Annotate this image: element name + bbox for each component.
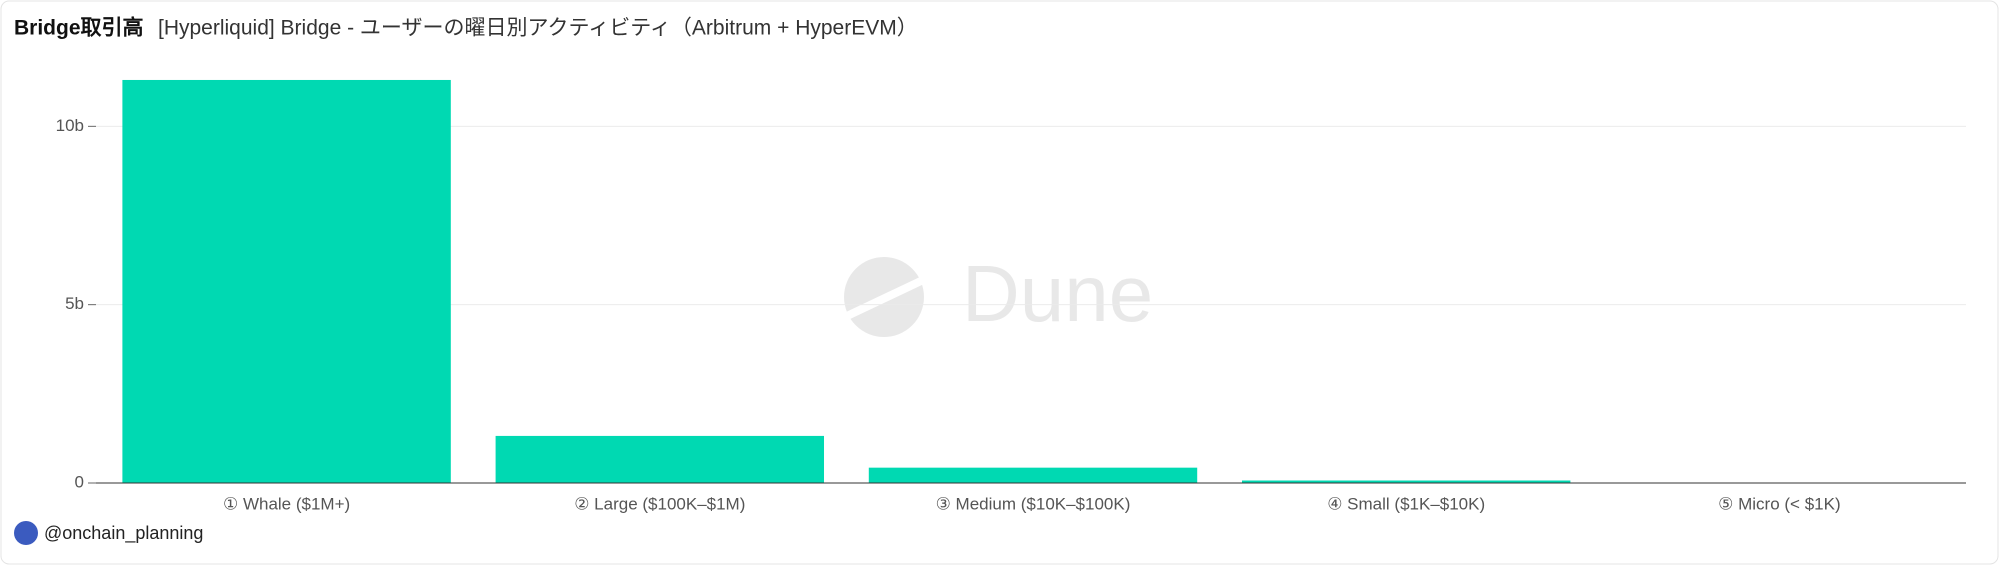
- author: @onchain_planning: [44, 523, 203, 544]
- bar: [869, 468, 1197, 483]
- watermark-text: Dune: [962, 249, 1153, 338]
- chart-title: Bridge取引高: [14, 16, 144, 40]
- x-tick-label: ⑤ Micro (< $1K): [1718, 494, 1840, 513]
- x-tick-label: ④ Small ($1K–$10K): [1327, 494, 1485, 513]
- chart-subtitle: [Hyperliquid] Bridge - ユーザーの曜日別アクティビティ（A…: [158, 17, 918, 40]
- x-tick-label: ② Large ($100K–$1M): [574, 494, 745, 513]
- y-tick-label: 0: [75, 472, 84, 491]
- bar: [496, 436, 824, 483]
- author-avatar: [14, 521, 38, 545]
- y-tick-label: 10b: [56, 116, 84, 135]
- x-tick-label: ① Whale ($1M+): [223, 494, 350, 513]
- x-tick-label: ③ Medium ($10K–$100K): [936, 494, 1131, 513]
- watermark: Dune: [844, 249, 1153, 338]
- y-tick-label: 5b: [65, 294, 84, 313]
- bar: [122, 80, 450, 483]
